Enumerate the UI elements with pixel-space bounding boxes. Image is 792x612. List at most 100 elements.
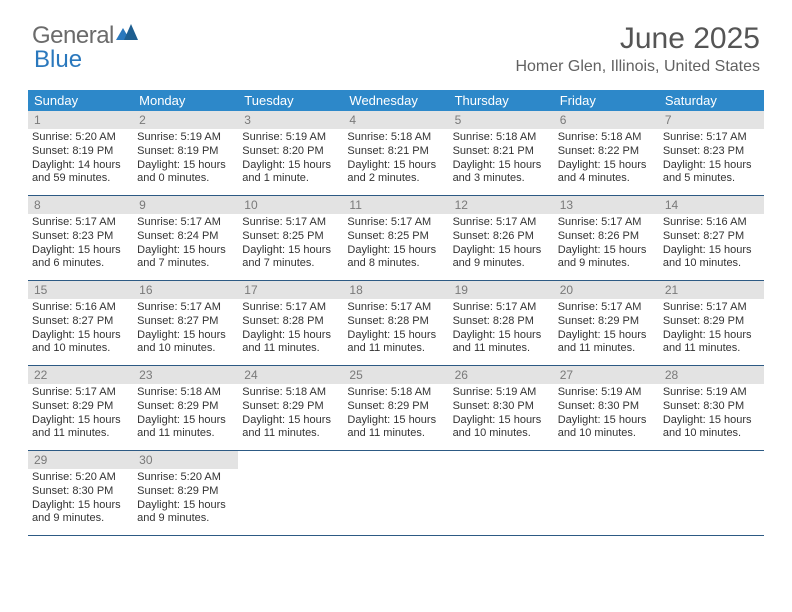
dow-tuesday: Tuesday (238, 90, 343, 111)
day-details: Sunrise: 5:20 AMSunset: 8:30 PMDaylight:… (32, 471, 129, 526)
day-details: Sunrise: 5:17 AMSunset: 8:23 PMDaylight:… (663, 131, 760, 186)
day-number: 4 (343, 111, 448, 129)
day-cell: 2Sunrise: 5:19 AMSunset: 8:19 PMDaylight… (133, 111, 238, 195)
day-number: 29 (28, 451, 133, 469)
day-details: Sunrise: 5:18 AMSunset: 8:29 PMDaylight:… (242, 386, 339, 441)
day-details: Sunrise: 5:16 AMSunset: 8:27 PMDaylight:… (32, 301, 129, 356)
day-number: 13 (554, 196, 659, 214)
day-cell: 29 Sunrise: 5:20 AMSunset: 8:30 PMDayligh… (28, 451, 133, 535)
day-cell: 9Sunrise: 5:17 AMSunset: 8:24 PMDaylight… (133, 196, 238, 280)
day-details: Sunrise: 5:18 AMSunset: 8:29 PMDaylight:… (137, 386, 234, 441)
day-details: Sunrise: 5:17 AMSunset: 8:29 PMDaylight:… (558, 301, 655, 356)
week-row: 22Sunrise: 5:17 AMSunset: 8:29 PMDayligh… (28, 366, 764, 451)
day-number: 18 (343, 281, 448, 299)
day-number: 25 (343, 366, 448, 384)
day-details: Sunrise: 5:17 AMSunset: 8:27 PMDaylight:… (137, 301, 234, 356)
day-details: Sunrise: 5:16 AMSunset: 8:27 PMDaylight:… (663, 216, 760, 271)
day-number: 20 (554, 281, 659, 299)
day-cell: 11 Sunrise: 5:17 AMSunset: 8:25 PMDayligh… (343, 196, 448, 280)
day-cell: 3 Sunrise: 5:19 AMSunset: 8:20 PMDaylight… (238, 111, 343, 195)
dow-friday: Friday (554, 90, 659, 111)
week-row: 29 Sunrise: 5:20 AMSunset: 8:30 PMDayligh… (28, 451, 764, 536)
day-number: 14 (659, 196, 764, 214)
day-number: 16 (133, 281, 238, 299)
day-number: 7 (659, 111, 764, 129)
dow-wednesday: Wednesday (343, 90, 448, 111)
day-details: Sunrise: 5:17 AMSunset: 8:25 PMDaylight:… (347, 216, 444, 271)
day-details: Sunrise: 5:17 AMSunset: 8:25 PMDaylight:… (242, 216, 339, 271)
weeks-container: 1 Sunrise: 5:20 AMSunset: 8:19 PMDaylight… (28, 111, 764, 536)
day-number: 21 (659, 281, 764, 299)
day-number: 30 (133, 451, 238, 469)
day-cell: 27Sunrise: 5:19 AMSunset: 8:30 PMDayligh… (554, 366, 659, 450)
dow-monday: Monday (133, 90, 238, 111)
day-cell: 21Sunrise: 5:17 AMSunset: 8:29 PMDayligh… (659, 281, 764, 365)
day-details: Sunrise: 5:18 AMSunset: 8:21 PMDaylight:… (453, 131, 550, 186)
day-number: 12 (449, 196, 554, 214)
dow-sunday: Sunday (28, 90, 133, 111)
day-cell (449, 451, 554, 535)
day-details: Sunrise: 5:17 AMSunset: 8:23 PMDaylight:… (32, 216, 129, 271)
day-number: 23 (133, 366, 238, 384)
day-number: 15 (28, 281, 133, 299)
dow-header-row: SundayMondayTuesdayWednesdayThursdayFrid… (28, 90, 764, 111)
day-number: 17 (238, 281, 343, 299)
day-cell: 4Sunrise: 5:18 AMSunset: 8:21 PMDaylight… (343, 111, 448, 195)
day-details: Sunrise: 5:18 AMSunset: 8:29 PMDaylight:… (347, 386, 444, 441)
day-number: 28 (659, 366, 764, 384)
day-cell: 16 Sunrise: 5:17 AMSunset: 8:27 PMDayligh… (133, 281, 238, 365)
day-details: Sunrise: 5:17 AMSunset: 8:29 PMDaylight:… (32, 386, 129, 441)
day-cell: 18 Sunrise: 5:17 AMSunset: 8:28 PMDayligh… (343, 281, 448, 365)
dow-saturday: Saturday (659, 90, 764, 111)
week-row: 15 Sunrise: 5:16 AMSunset: 8:27 PMDayligh… (28, 281, 764, 366)
logo-mark-icon (116, 22, 138, 40)
day-cell: 26 Sunrise: 5:19 AMSunset: 8:30 PMDayligh… (449, 366, 554, 450)
day-cell: 28 Sunrise: 5:19 AMSunset: 8:30 PMDayligh… (659, 366, 764, 450)
day-details: Sunrise: 5:17 AMSunset: 8:28 PMDaylight:… (453, 301, 550, 356)
day-cell: 13 Sunrise: 5:17 AMSunset: 8:26 PMDayligh… (554, 196, 659, 280)
day-details: Sunrise: 5:19 AMSunset: 8:30 PMDaylight:… (558, 386, 655, 441)
day-details: Sunrise: 5:17 AMSunset: 8:28 PMDaylight:… (242, 301, 339, 356)
day-details: Sunrise: 5:20 AMSunset: 8:29 PMDaylight:… (137, 471, 234, 526)
day-cell (343, 451, 448, 535)
day-number: 19 (449, 281, 554, 299)
day-details: Sunrise: 5:19 AMSunset: 8:30 PMDaylight:… (453, 386, 550, 441)
day-number: 10 (238, 196, 343, 214)
day-details: Sunrise: 5:17 AMSunset: 8:26 PMDaylight:… (558, 216, 655, 271)
day-cell (659, 451, 764, 535)
day-number: 9 (133, 196, 238, 214)
day-cell: 15 Sunrise: 5:16 AMSunset: 8:27 PMDayligh… (28, 281, 133, 365)
day-details: Sunrise: 5:19 AMSunset: 8:20 PMDaylight:… (242, 131, 339, 186)
title-block: June 2025 Homer Glen, Illinois, United S… (515, 22, 760, 76)
dow-thursday: Thursday (449, 90, 554, 111)
day-number: 24 (238, 366, 343, 384)
day-details: Sunrise: 5:19 AMSunset: 8:30 PMDaylight:… (663, 386, 760, 441)
day-cell: 14 Sunrise: 5:16 AMSunset: 8:27 PMDayligh… (659, 196, 764, 280)
day-cell: 1 Sunrise: 5:20 AMSunset: 8:19 PMDaylight… (28, 111, 133, 195)
week-row: 1 Sunrise: 5:20 AMSunset: 8:19 PMDaylight… (28, 111, 764, 196)
day-number: 11 (343, 196, 448, 214)
day-cell: 25 Sunrise: 5:18 AMSunset: 8:29 PMDayligh… (343, 366, 448, 450)
day-number: 5 (449, 111, 554, 129)
day-cell: 12Sunrise: 5:17 AMSunset: 8:26 PMDayligh… (449, 196, 554, 280)
location-text: Homer Glen, Illinois, United States (515, 58, 760, 76)
day-cell: 20 Sunrise: 5:17 AMSunset: 8:29 PMDayligh… (554, 281, 659, 365)
day-details: Sunrise: 5:20 AMSunset: 8:19 PMDaylight:… (32, 131, 129, 186)
month-title: June 2025 (515, 22, 760, 56)
day-cell: 23 Sunrise: 5:18 AMSunset: 8:29 PMDayligh… (133, 366, 238, 450)
day-cell (554, 451, 659, 535)
day-number: 1 (28, 111, 133, 129)
day-cell: 5 Sunrise: 5:18 AMSunset: 8:21 PMDaylight… (449, 111, 554, 195)
day-number: 6 (554, 111, 659, 129)
day-details: Sunrise: 5:19 AMSunset: 8:19 PMDaylight:… (137, 131, 234, 186)
day-cell (238, 451, 343, 535)
brand-part2: Blue (34, 46, 82, 73)
day-cell: 30 Sunrise: 5:20 AMSunset: 8:29 PMDayligh… (133, 451, 238, 535)
day-number: 8 (28, 196, 133, 214)
day-cell: 17 Sunrise: 5:17 AMSunset: 8:28 PMDayligh… (238, 281, 343, 365)
calendar: SundayMondayTuesdayWednesdayThursdayFrid… (28, 90, 764, 536)
day-number: 3 (238, 111, 343, 129)
day-details: Sunrise: 5:17 AMSunset: 8:28 PMDaylight:… (347, 301, 444, 356)
day-number: 26 (449, 366, 554, 384)
week-row: 8 Sunrise: 5:17 AMSunset: 8:23 PMDaylight… (28, 196, 764, 281)
